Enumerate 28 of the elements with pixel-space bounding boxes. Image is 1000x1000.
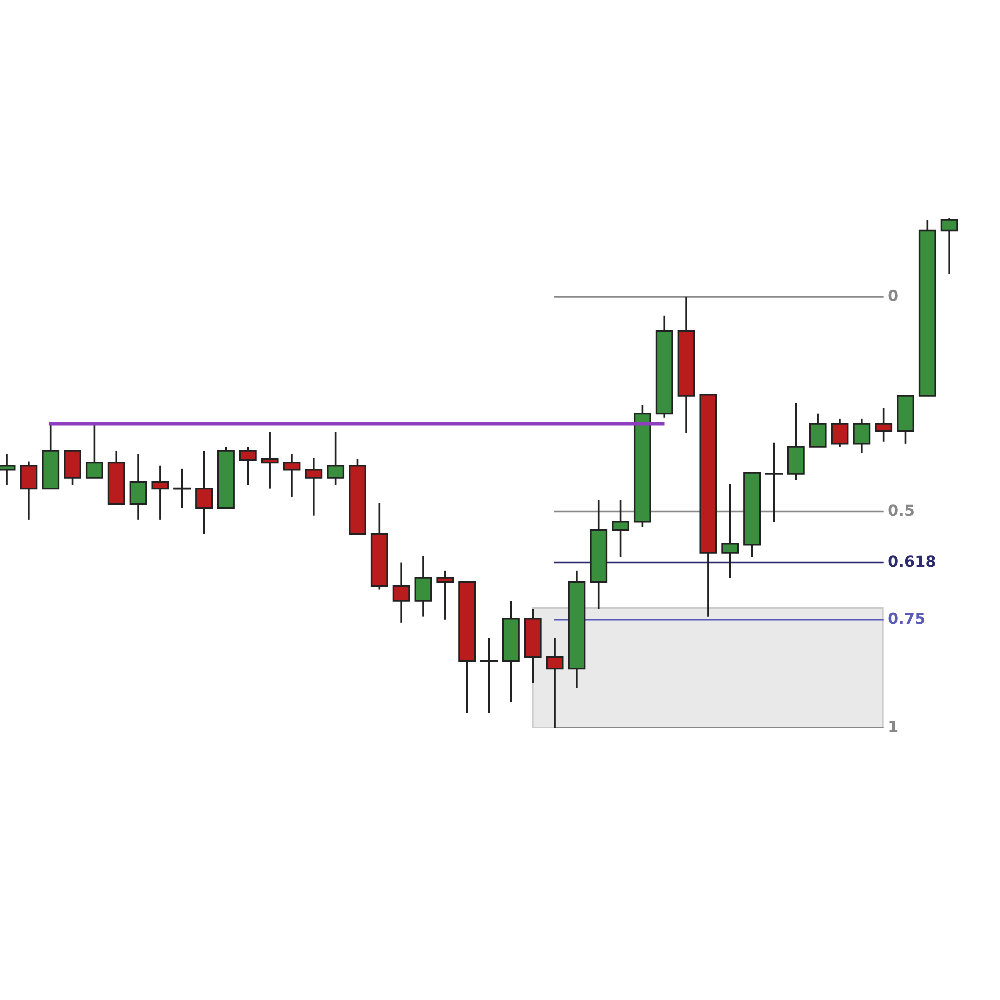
candlestick — [831, 418, 849, 448]
candlestick — [853, 418, 871, 454]
candlestick — [546, 637, 564, 728]
annotation: 0.5 — [888, 504, 914, 516]
candlestick — [436, 570, 454, 621]
annotation: 0 — [888, 290, 898, 302]
candlestick — [305, 457, 323, 517]
candlestick — [809, 412, 827, 448]
candlestick — [414, 555, 432, 618]
annotation: 0.618 — [888, 556, 936, 568]
candlestick — [261, 431, 279, 490]
candlestick — [480, 637, 498, 714]
candlestick — [392, 562, 410, 624]
candlestick — [20, 460, 38, 521]
candlestick — [940, 218, 958, 276]
candlestick — [327, 431, 345, 486]
candlestick — [722, 483, 740, 579]
annotation: 1 — [890, 721, 898, 732]
candlestick — [130, 453, 148, 521]
candlestick — [765, 442, 784, 523]
candlestick — [875, 407, 893, 443]
candlestick — [196, 450, 214, 536]
candlestick — [174, 468, 192, 510]
candlestick — [612, 499, 630, 558]
candlestick — [152, 464, 170, 521]
candlestick — [283, 453, 301, 498]
candlestick — [239, 446, 257, 486]
annotation: 0.75 — [888, 612, 925, 624]
